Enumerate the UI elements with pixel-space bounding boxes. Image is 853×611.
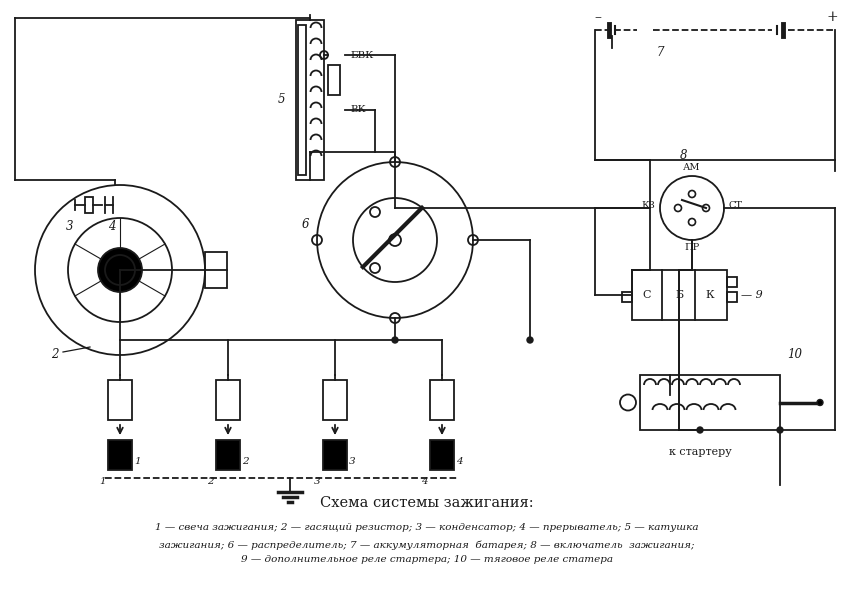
Text: +: + xyxy=(825,10,837,24)
Bar xyxy=(639,375,779,430)
Text: 2: 2 xyxy=(51,348,59,362)
Bar xyxy=(205,252,227,288)
Bar xyxy=(322,440,346,470)
Bar xyxy=(322,380,346,420)
Text: –: – xyxy=(594,10,601,24)
Bar xyxy=(216,440,240,470)
Text: 3: 3 xyxy=(314,478,321,486)
Bar xyxy=(296,20,323,180)
Text: зажигания; 6 — распределитель; 7 — аккумуляторная  батарея; 8 — включатель  зажи: зажигания; 6 — распределитель; 7 — аккум… xyxy=(159,540,694,550)
Text: С: С xyxy=(642,290,651,300)
Text: Б: Б xyxy=(674,290,682,300)
Text: 2: 2 xyxy=(207,478,214,486)
Text: 1 — свеча зажигания; 2 — гасящий резистор; 3 — конденсатор; 4 — прерыватель; 5 —: 1 — свеча зажигания; 2 — гасящий резисто… xyxy=(155,522,698,532)
Text: Схема системы зажигания:: Схема системы зажигания: xyxy=(320,496,533,510)
Bar xyxy=(631,270,726,320)
Text: 3: 3 xyxy=(349,458,355,467)
Text: 7: 7 xyxy=(655,45,663,59)
Text: ВК: ВК xyxy=(350,106,365,114)
Text: 4: 4 xyxy=(108,221,116,233)
Bar xyxy=(430,380,454,420)
Text: ПР: ПР xyxy=(683,244,699,252)
Circle shape xyxy=(776,427,782,433)
Bar xyxy=(726,292,736,302)
Text: 9 — дополнительное реле стартера; 10 — тяговое реле статера: 9 — дополнительное реле стартера; 10 — т… xyxy=(241,555,612,565)
Bar xyxy=(621,292,631,302)
Text: 8: 8 xyxy=(680,150,687,163)
Circle shape xyxy=(526,337,532,343)
Text: 4: 4 xyxy=(456,458,462,467)
Text: КЗ: КЗ xyxy=(641,202,654,211)
Text: СТ: СТ xyxy=(728,202,742,211)
Text: БВК: БВК xyxy=(350,51,373,59)
Bar xyxy=(107,440,132,470)
Text: 10: 10 xyxy=(786,348,802,362)
Text: 1: 1 xyxy=(134,458,141,467)
Bar xyxy=(726,277,736,287)
Bar xyxy=(85,197,93,213)
Circle shape xyxy=(392,337,397,343)
Text: 5: 5 xyxy=(277,93,284,106)
Bar xyxy=(107,380,132,420)
Circle shape xyxy=(98,248,142,292)
Text: 3: 3 xyxy=(67,221,73,233)
Bar xyxy=(216,380,240,420)
Text: 6: 6 xyxy=(301,219,309,232)
Text: 4: 4 xyxy=(421,478,427,486)
Bar xyxy=(328,65,339,95)
Circle shape xyxy=(816,400,822,406)
Text: АМ: АМ xyxy=(682,164,700,172)
Bar xyxy=(430,440,454,470)
Text: 1: 1 xyxy=(99,478,106,486)
Text: К: К xyxy=(705,290,713,300)
Text: 2: 2 xyxy=(241,458,248,467)
Text: — 9: — 9 xyxy=(740,290,762,300)
Circle shape xyxy=(696,427,702,433)
Text: к стартеру: к стартеру xyxy=(668,447,730,457)
Bar xyxy=(298,25,305,175)
